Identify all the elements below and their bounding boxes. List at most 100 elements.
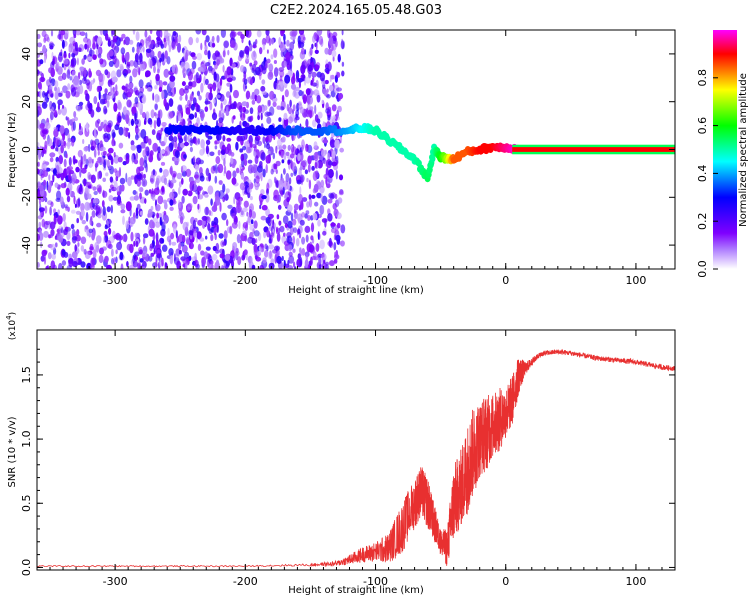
spectrogram-cell (214, 195, 221, 206)
spectrogram-cell (168, 98, 174, 107)
spectrogram-cell (283, 152, 287, 161)
spectrogram-cell (64, 204, 69, 209)
spectrogram-cell (276, 180, 279, 188)
spectrogram-cell (184, 134, 188, 143)
spectrogram-cell (202, 190, 205, 196)
spectrogram-cell (93, 96, 98, 105)
spectrogram-cell (87, 100, 91, 109)
spectrogram-cell (315, 79, 319, 89)
spectrogram-cell (196, 231, 202, 240)
spectrogram-cell (49, 206, 52, 216)
spectrogram-cell (238, 220, 241, 230)
spectrogram-band-core (512, 147, 675, 152)
spectrogram-cell (189, 51, 192, 56)
spectrogram-cell (37, 161, 40, 167)
spectrogram-cell (195, 30, 202, 35)
spectrogram-cell (305, 118, 309, 128)
spectrogram-cell (48, 180, 53, 189)
spectrogram-cell (87, 156, 93, 164)
spectrogram-cell (92, 54, 97, 60)
spectrogram-cell (52, 168, 57, 175)
spectrogram-cell (192, 55, 197, 60)
spectrogram-cell (180, 61, 185, 69)
spectrogram-cell (91, 210, 96, 218)
spectrogram-cell (142, 266, 145, 269)
spectrogram-cell (230, 40, 236, 48)
spectrogram-cell (141, 178, 148, 187)
spectrogram-cell (291, 162, 297, 173)
spectrogram-cell (113, 168, 118, 173)
spectrogram-cell (191, 60, 197, 70)
spectrogram-cell (278, 220, 282, 226)
spectrogram-cell (75, 104, 79, 110)
spectrogram-cell (233, 89, 239, 99)
spectrogram-cell (286, 235, 293, 244)
spectrogram-cell (154, 93, 160, 103)
spectrogram-cell (194, 138, 198, 145)
spectrogram-cell (337, 197, 343, 204)
spectrogram-cell (132, 30, 136, 35)
spectrogram-cell (111, 129, 116, 139)
spectrogram-cell (214, 164, 218, 174)
spectrogram-cell (39, 71, 43, 76)
spectrogram-cell (129, 60, 135, 67)
spectrogram-cell (211, 42, 216, 48)
spectrogram-cell (169, 255, 174, 265)
spectrogram-cell (120, 209, 126, 214)
spectrogram-cell (135, 31, 140, 41)
spectrogram-cell (304, 225, 311, 233)
spectrogram-y-axis: -40 -20 0 20 40 (20, 47, 675, 254)
spectrogram-cell (183, 141, 189, 147)
spectrogram-cell (164, 262, 167, 268)
spectrogram-cell (86, 262, 92, 269)
spectrogram-cell (185, 93, 188, 102)
spectrogram-cell (253, 243, 258, 253)
spectrogram-cell (153, 187, 160, 195)
spectrogram-cell (200, 82, 204, 93)
spectrogram-cell (179, 95, 183, 101)
spectrogram-cell (301, 144, 304, 152)
spectrogram-cell (143, 120, 147, 125)
spectrogram-cell (61, 106, 67, 116)
spectrogram-cell (174, 150, 180, 159)
spectrogram-cell (172, 136, 178, 143)
spectrogram-cell (239, 239, 243, 249)
spectrogram-cell (212, 253, 218, 261)
spectrogram-cell (139, 45, 143, 54)
spectrogram-cell (195, 72, 200, 81)
spectrogram-cell (251, 164, 257, 173)
spectrogram-cell (272, 152, 275, 160)
spectrogram-cell (224, 165, 227, 175)
spectrogram-cell (307, 65, 313, 75)
spectrogram-cell (328, 237, 332, 248)
spectrogram-cell (129, 75, 133, 84)
spectrogram-cell (187, 134, 190, 143)
spectrogram-cell (205, 35, 210, 43)
spectrogram-cell (226, 77, 233, 83)
spectrogram-cell (308, 197, 313, 208)
spectrogram-cell (212, 52, 217, 61)
spectrogram-cell (107, 120, 113, 128)
spectrogram-cell (310, 56, 313, 63)
colorbar: 0.0 0.2 0.4 0.6 0.8 Normalized spectral ampl… (696, 30, 749, 278)
spectrogram-cell (115, 90, 119, 96)
spectrogram-cell (276, 138, 283, 147)
spectrogram-cell (261, 204, 268, 211)
spectrogram-cell (37, 181, 41, 187)
spectrogram-cell (278, 117, 282, 122)
spectrogram-cell (319, 72, 326, 82)
spectrogram-cell (157, 50, 162, 59)
spectrogram-cell (195, 37, 199, 44)
spectrogram-cell (254, 88, 260, 96)
spectrogram-cell (240, 153, 245, 162)
spectrogram-cell (37, 33, 41, 40)
spectrogram-cell (74, 203, 77, 208)
spectrogram-cell (215, 94, 221, 99)
spectrogram-cell (178, 206, 183, 217)
spectrogram-cell (60, 183, 67, 189)
spectrogram-cell (91, 231, 95, 241)
spectrogram-cell (301, 197, 308, 202)
spectrogram-cell (89, 202, 93, 209)
spectrogram-cell (39, 59, 44, 65)
spectrogram-cell (205, 139, 211, 146)
